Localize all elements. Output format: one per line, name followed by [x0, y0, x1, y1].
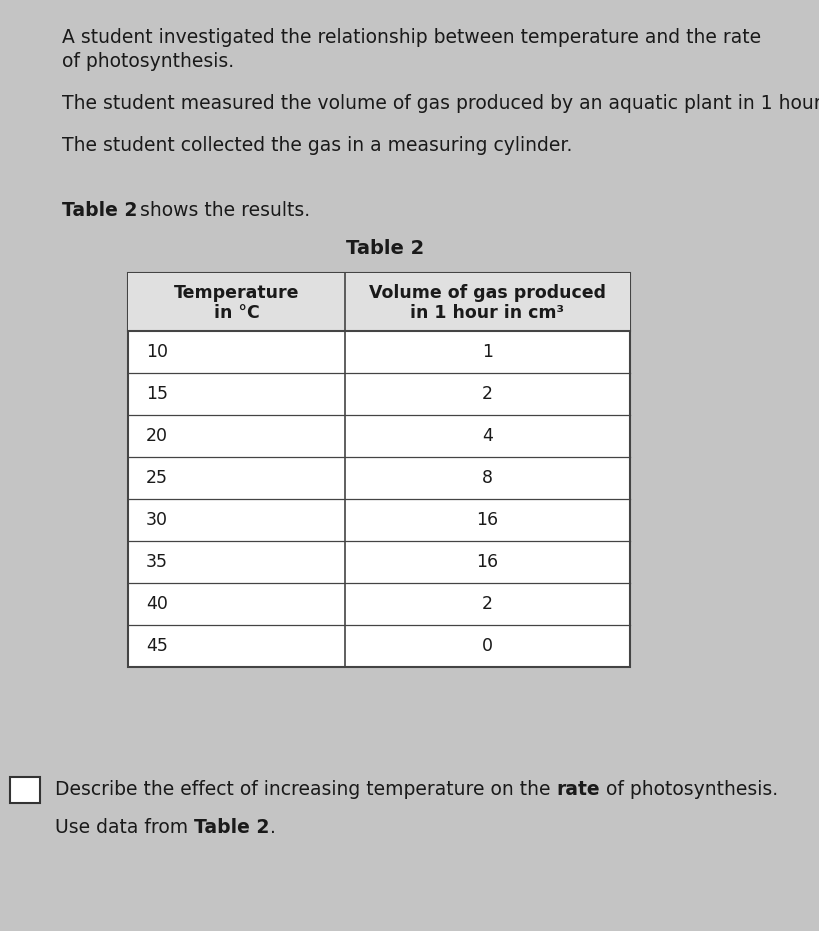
- Text: .: .: [269, 818, 275, 837]
- Text: 8: 8: [482, 469, 493, 487]
- Text: Table 2: Table 2: [346, 239, 424, 258]
- Text: Describe the effect of increasing temperature on the: Describe the effect of increasing temper…: [55, 780, 556, 799]
- Text: 2: 2: [482, 595, 493, 613]
- Text: of photosynthesis.: of photosynthesis.: [62, 52, 234, 71]
- Text: in 1 hour in cm³: in 1 hour in cm³: [410, 304, 564, 322]
- Text: 2: 2: [20, 781, 31, 799]
- FancyBboxPatch shape: [128, 273, 630, 331]
- Text: 2: 2: [482, 385, 493, 403]
- FancyBboxPatch shape: [10, 777, 40, 803]
- Text: A student investigated the relationship between temperature and the rate: A student investigated the relationship …: [62, 28, 761, 47]
- Text: 0: 0: [482, 637, 493, 655]
- Text: Table 2: Table 2: [194, 818, 269, 837]
- Text: 45: 45: [146, 637, 168, 655]
- Text: 35: 35: [146, 553, 168, 571]
- Text: 25: 25: [146, 469, 168, 487]
- Text: 4: 4: [482, 427, 493, 445]
- Text: 30: 30: [146, 511, 168, 529]
- Text: Volume of gas produced: Volume of gas produced: [369, 284, 606, 302]
- FancyBboxPatch shape: [128, 273, 630, 667]
- Text: Table 2: Table 2: [62, 201, 138, 220]
- Text: 16: 16: [477, 511, 499, 529]
- Text: The student collected the gas in a measuring cylinder.: The student collected the gas in a measu…: [62, 136, 572, 155]
- Text: of photosynthesis.: of photosynthesis.: [600, 780, 778, 799]
- Text: 40: 40: [146, 595, 168, 613]
- Text: 15: 15: [146, 385, 168, 403]
- Text: Use data from: Use data from: [55, 818, 194, 837]
- Text: 20: 20: [146, 427, 168, 445]
- Text: 1: 1: [482, 343, 493, 361]
- Text: rate: rate: [556, 780, 600, 799]
- Text: 16: 16: [477, 553, 499, 571]
- Text: The student measured the volume of gas produced by an aquatic plant in 1 hour.: The student measured the volume of gas p…: [62, 94, 819, 113]
- Text: in °C: in °C: [214, 304, 260, 322]
- Text: Temperature: Temperature: [174, 284, 299, 302]
- Text: 10: 10: [146, 343, 168, 361]
- Text: shows the results.: shows the results.: [134, 201, 310, 220]
